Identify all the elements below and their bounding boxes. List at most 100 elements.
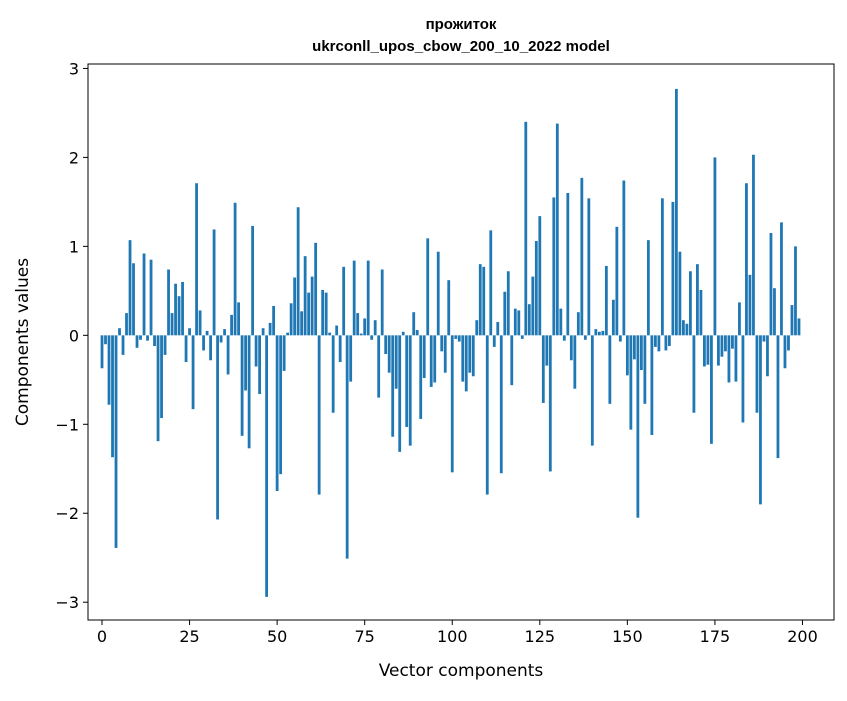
bar-152 (632, 335, 636, 360)
y-axis-label: Components values (13, 258, 33, 426)
bar-88 (408, 335, 412, 446)
bar-98 (443, 335, 447, 373)
bar-87 (405, 335, 409, 427)
bar-43 (251, 225, 255, 336)
y-axis-ticks: 3 2 1 0 −1 −2 −3 (55, 59, 88, 612)
bar-2 (107, 335, 111, 405)
bar-189 (762, 335, 766, 342)
bar-115 (503, 291, 507, 336)
bar-127 (545, 335, 549, 366)
bar-113 (496, 321, 500, 336)
bar-120 (520, 335, 524, 339)
bar-27 (195, 183, 198, 336)
bar-121 (524, 121, 528, 336)
bar-6 (121, 335, 125, 355)
bar-109 (482, 266, 486, 336)
bar-129 (552, 197, 556, 336)
bar-16 (156, 335, 160, 442)
bar-61 (314, 242, 318, 336)
bar-124 (534, 241, 538, 336)
bar-80 (380, 269, 384, 336)
bar-53 (286, 332, 290, 336)
bar-155 (643, 335, 647, 404)
bar-112 (492, 335, 496, 347)
x-tick-label: 0 (97, 627, 107, 646)
bar-151 (629, 335, 633, 430)
bar-119 (517, 310, 521, 336)
bar-110 (485, 335, 489, 495)
bar-35 (223, 329, 226, 336)
bar-55 (293, 277, 297, 336)
bar-182 (738, 302, 741, 336)
bar-29 (202, 335, 205, 351)
bar-168 (689, 271, 692, 336)
bar-188 (759, 335, 762, 505)
bar-117 (510, 335, 514, 386)
bar-40 (240, 335, 244, 436)
bar-125 (538, 216, 542, 336)
bar-160 (660, 198, 664, 336)
bar-54 (289, 303, 293, 336)
bar-192 (773, 288, 776, 336)
bar-66 (331, 335, 335, 413)
bar-167 (685, 323, 689, 336)
bar-69 (342, 266, 346, 336)
bar-84 (394, 335, 398, 389)
bar-28 (198, 310, 202, 336)
bar-4 (114, 335, 118, 548)
bar-102 (457, 335, 461, 342)
bar-24 (184, 335, 188, 363)
bar-77 (370, 335, 374, 340)
bar-20 (170, 313, 174, 336)
bar-63 (321, 289, 325, 336)
y-tick-label: 1 (69, 237, 79, 256)
bar-169 (692, 335, 696, 413)
bar-11 (139, 335, 142, 340)
x-tick-label: 150 (612, 627, 643, 646)
bar-196 (787, 335, 790, 351)
bar-46 (261, 328, 265, 336)
bar-96 (436, 251, 440, 336)
bar-145 (608, 335, 612, 404)
bar-5 (118, 328, 121, 336)
bar-104 (464, 335, 468, 392)
bar-156 (646, 240, 650, 336)
bar-37 (230, 314, 233, 336)
x-tick-label: 75 (355, 627, 375, 646)
bar-41 (244, 335, 247, 391)
bar-17 (160, 335, 163, 419)
bar-133 (566, 192, 570, 336)
bar-190 (766, 335, 769, 377)
bar-59 (307, 292, 311, 336)
bar-72 (352, 260, 356, 336)
bar-149 (622, 180, 626, 336)
bar-71 (349, 335, 353, 382)
x-axis-ticks: 0 25 50 75 100 125 150 175 200 (97, 620, 818, 646)
bar-1 (104, 335, 107, 345)
bar-95 (433, 335, 437, 383)
bar-8 (128, 240, 132, 336)
bar-135 (573, 335, 577, 389)
bar-42 (247, 335, 251, 449)
x-tick-label: 125 (525, 627, 556, 646)
y-tick-label: −1 (55, 415, 79, 434)
bar-14 (149, 259, 153, 336)
plot-frame (87, 63, 835, 621)
bar-114 (499, 335, 503, 474)
x-axis-label: Vector components (379, 661, 544, 681)
bar-107 (475, 320, 479, 336)
y-tick-label: 0 (69, 326, 79, 345)
bar-25 (188, 328, 191, 336)
bar-148 (618, 335, 622, 342)
x-tick-label: 100 (437, 627, 468, 646)
bar-177 (720, 335, 724, 357)
bar-139 (587, 198, 591, 336)
bar-30 (205, 330, 209, 336)
bar-174 (710, 335, 713, 444)
bar-79 (377, 335, 381, 398)
bar-185 (748, 274, 752, 336)
bar-193 (776, 335, 780, 459)
bar-12 (142, 253, 146, 336)
bar-180 (731, 335, 734, 349)
bar-74 (359, 333, 363, 336)
